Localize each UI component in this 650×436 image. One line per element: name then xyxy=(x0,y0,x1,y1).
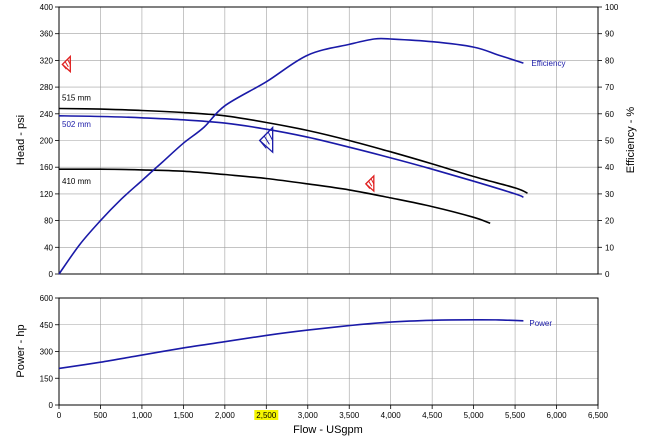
efficiency-axis-title: Efficiency - % xyxy=(625,107,637,174)
head-tick-label: 240 xyxy=(40,110,54,119)
grid-layer xyxy=(55,6,602,409)
flow-tick-label: 1,500 xyxy=(173,411,194,420)
flow-tick-label: 3,500 xyxy=(339,411,360,420)
flow-axis-title: Flow - USgpm xyxy=(293,424,363,436)
series-label-efficiency: Efficiency xyxy=(531,59,565,68)
head-tick-label: 120 xyxy=(40,190,54,199)
head-tick-label: 320 xyxy=(40,56,54,65)
head-tick-label: 200 xyxy=(40,137,54,146)
head-tick-label: 280 xyxy=(40,83,54,92)
efficiency-tick-label: 70 xyxy=(605,83,614,92)
efficiency-tick-label: 90 xyxy=(605,30,614,39)
power-tick-label: 0 xyxy=(49,401,54,410)
series-layer xyxy=(58,37,528,370)
flow-tick-label: 3,000 xyxy=(298,411,319,420)
power-tick-label: 150 xyxy=(40,374,54,383)
flow-tick-label: 2,000 xyxy=(215,411,236,420)
power-tick-label: 300 xyxy=(40,348,54,357)
series-efficiency xyxy=(58,37,524,275)
efficiency-tick-label: 40 xyxy=(605,163,614,172)
operating-point-marker xyxy=(258,125,274,154)
marker-layer xyxy=(61,54,375,193)
head-axis-title: Head - psi xyxy=(15,115,27,165)
series-label-410-mm: 410 mm xyxy=(62,177,91,186)
efficiency-tick-label: 80 xyxy=(605,56,614,65)
flow-tick-label: 6,500 xyxy=(588,411,609,420)
flow-tick-label: 0 xyxy=(57,411,62,420)
head-tick-label: 360 xyxy=(40,30,54,39)
flow-tick-label: 5,000 xyxy=(464,411,485,420)
efficiency-tick-label: 30 xyxy=(605,190,614,199)
series-502-mm xyxy=(58,115,524,198)
series-410-mm xyxy=(58,168,491,225)
series-label-502-mm: 502 mm xyxy=(62,120,91,129)
highlighted-tick-background xyxy=(254,410,279,420)
marker-hatch xyxy=(259,131,274,149)
marker-hatch xyxy=(365,178,375,190)
efficiency-tick-label: 60 xyxy=(605,110,614,119)
series-label-515-mm: 515 mm xyxy=(62,93,91,102)
series-labels: 515 mm 502 mm 410 mm Efficiency Power xyxy=(62,59,565,328)
efficiency-tick-label: 50 xyxy=(605,137,614,146)
flow-tick-label: 1,000 xyxy=(132,411,153,420)
flow-tick-label: 2,500 xyxy=(256,411,277,420)
power-tick-label: 600 xyxy=(40,294,54,303)
flow-tick-label: 5,500 xyxy=(505,411,526,420)
series-515-mm xyxy=(58,107,528,194)
marker-hatch xyxy=(61,58,71,70)
head-tick-label: 80 xyxy=(44,217,53,226)
power-plot-frame xyxy=(58,297,599,406)
head-tick-label: 160 xyxy=(40,163,54,172)
efficiency-tick-label: 0 xyxy=(605,270,610,279)
head-tick-label: 400 xyxy=(40,3,54,12)
operating-point-marker xyxy=(61,54,71,74)
efficiency-tick-label: 100 xyxy=(605,3,619,12)
tick-labels: 0 40 80 120 160 200 240 280 320 360 400 0 10 20 30 40 50… xyxy=(40,3,619,420)
power-tick-label: 450 xyxy=(40,321,54,330)
head-tick-label: 0 xyxy=(49,270,54,279)
head-plot-frame xyxy=(58,6,599,275)
operating-point-marker xyxy=(364,174,375,193)
flow-tick-label: 4,000 xyxy=(381,411,402,420)
series-label-power: Power xyxy=(529,319,552,328)
efficiency-tick-label: 10 xyxy=(605,243,614,252)
flow-tick-label: 500 xyxy=(94,411,108,420)
head-tick-label: 40 xyxy=(44,243,53,252)
power-axis-title: Power - hp xyxy=(15,324,27,377)
flow-tick-label: 6,000 xyxy=(547,411,568,420)
efficiency-tick-label: 20 xyxy=(605,217,614,226)
series-power xyxy=(58,318,524,370)
flow-tick-label: 4,500 xyxy=(422,411,443,420)
